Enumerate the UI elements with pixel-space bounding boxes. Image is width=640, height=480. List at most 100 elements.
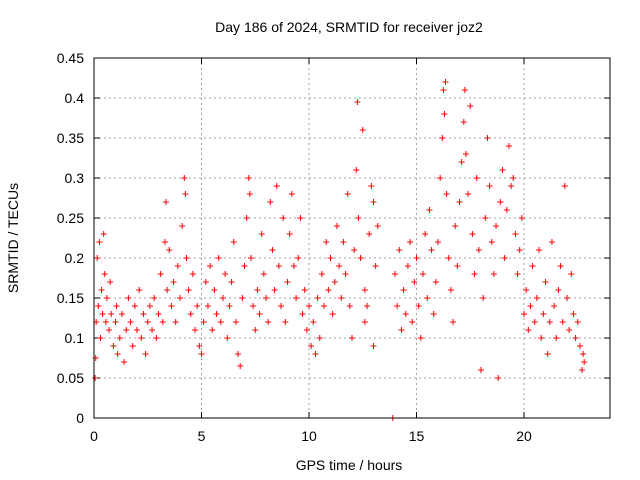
data-point bbox=[340, 239, 347, 245]
data-points bbox=[92, 79, 588, 421]
data-point bbox=[344, 191, 351, 197]
data-point bbox=[286, 231, 293, 237]
data-point bbox=[342, 271, 349, 277]
data-point bbox=[349, 335, 355, 341]
x-tick-label: 15 bbox=[409, 428, 425, 444]
data-point bbox=[424, 295, 431, 301]
data-point bbox=[280, 215, 287, 221]
data-point bbox=[138, 335, 145, 341]
data-point bbox=[462, 151, 469, 157]
data-point bbox=[346, 303, 353, 309]
data-point bbox=[501, 255, 508, 261]
data-point bbox=[559, 319, 566, 325]
data-point bbox=[172, 319, 179, 325]
data-point bbox=[131, 303, 138, 309]
data-point bbox=[372, 263, 379, 269]
data-point bbox=[581, 359, 588, 365]
data-point bbox=[94, 255, 101, 261]
data-point bbox=[441, 111, 448, 117]
data-point bbox=[151, 295, 158, 301]
data-point bbox=[136, 287, 143, 293]
plot-frame bbox=[93, 57, 611, 419]
data-point bbox=[112, 319, 119, 325]
data-point bbox=[510, 175, 517, 181]
data-point bbox=[159, 319, 166, 325]
data-point bbox=[245, 175, 252, 181]
x-tick-label: 10 bbox=[301, 428, 317, 444]
data-point bbox=[456, 199, 463, 205]
data-point bbox=[415, 303, 422, 309]
data-point bbox=[174, 263, 181, 269]
data-point bbox=[574, 319, 581, 325]
data-point bbox=[521, 311, 527, 317]
data-point bbox=[306, 303, 312, 309]
data-point bbox=[129, 343, 136, 349]
data-point bbox=[336, 263, 343, 269]
data-point bbox=[273, 183, 280, 189]
data-point bbox=[437, 175, 444, 181]
data-point bbox=[548, 239, 555, 245]
data-point bbox=[505, 143, 512, 149]
data-point bbox=[308, 343, 315, 349]
data-point bbox=[157, 271, 164, 277]
x-axis-label: GPS time / hours bbox=[296, 457, 403, 473]
data-point bbox=[192, 327, 199, 333]
x-tick-label: 20 bbox=[516, 428, 532, 444]
data-point bbox=[508, 183, 515, 189]
data-point bbox=[258, 231, 265, 237]
data-point bbox=[370, 199, 377, 205]
data-point bbox=[113, 303, 120, 309]
data-point bbox=[357, 255, 364, 261]
data-point bbox=[467, 103, 474, 109]
data-point bbox=[265, 319, 272, 325]
y-tick-label: 0.2 bbox=[65, 250, 85, 266]
data-point bbox=[98, 287, 105, 293]
data-point bbox=[497, 199, 504, 205]
data-point bbox=[338, 295, 345, 301]
data-point bbox=[331, 279, 338, 285]
y-tick-label: 0.35 bbox=[57, 130, 84, 146]
data-point bbox=[213, 311, 220, 317]
data-point bbox=[333, 223, 340, 229]
data-point bbox=[168, 303, 175, 309]
data-point bbox=[97, 335, 104, 341]
data-point bbox=[99, 311, 106, 317]
data-point bbox=[450, 319, 457, 325]
y-axis-label: SRMTID / TECUs bbox=[5, 183, 21, 293]
data-point bbox=[523, 287, 530, 293]
data-point bbox=[327, 255, 334, 261]
x-tick-label: 0 bbox=[90, 428, 98, 444]
data-point bbox=[161, 239, 168, 245]
data-point bbox=[546, 319, 553, 325]
data-point bbox=[166, 247, 173, 253]
data-point bbox=[299, 311, 306, 317]
data-point bbox=[121, 359, 128, 365]
data-point bbox=[243, 215, 250, 221]
grid bbox=[94, 58, 610, 418]
data-point bbox=[241, 263, 248, 269]
data-point bbox=[290, 263, 297, 269]
data-point bbox=[503, 207, 510, 213]
data-point bbox=[100, 231, 107, 237]
data-point bbox=[146, 303, 153, 309]
data-point bbox=[566, 327, 573, 333]
data-point bbox=[551, 303, 558, 309]
y-tick-label: 0.25 bbox=[57, 210, 84, 226]
data-point bbox=[538, 335, 545, 341]
data-point bbox=[542, 279, 549, 285]
data-point bbox=[475, 247, 482, 253]
data-point bbox=[318, 271, 325, 277]
data-point bbox=[107, 279, 114, 285]
data-point bbox=[110, 343, 117, 349]
data-point bbox=[576, 343, 583, 349]
data-point bbox=[312, 351, 319, 357]
data-point bbox=[303, 327, 310, 333]
data-point bbox=[428, 247, 435, 253]
data-point bbox=[310, 319, 317, 325]
data-point bbox=[359, 127, 366, 133]
data-point bbox=[579, 367, 586, 373]
data-point bbox=[182, 191, 189, 197]
data-point bbox=[529, 263, 536, 269]
data-point bbox=[155, 311, 162, 317]
